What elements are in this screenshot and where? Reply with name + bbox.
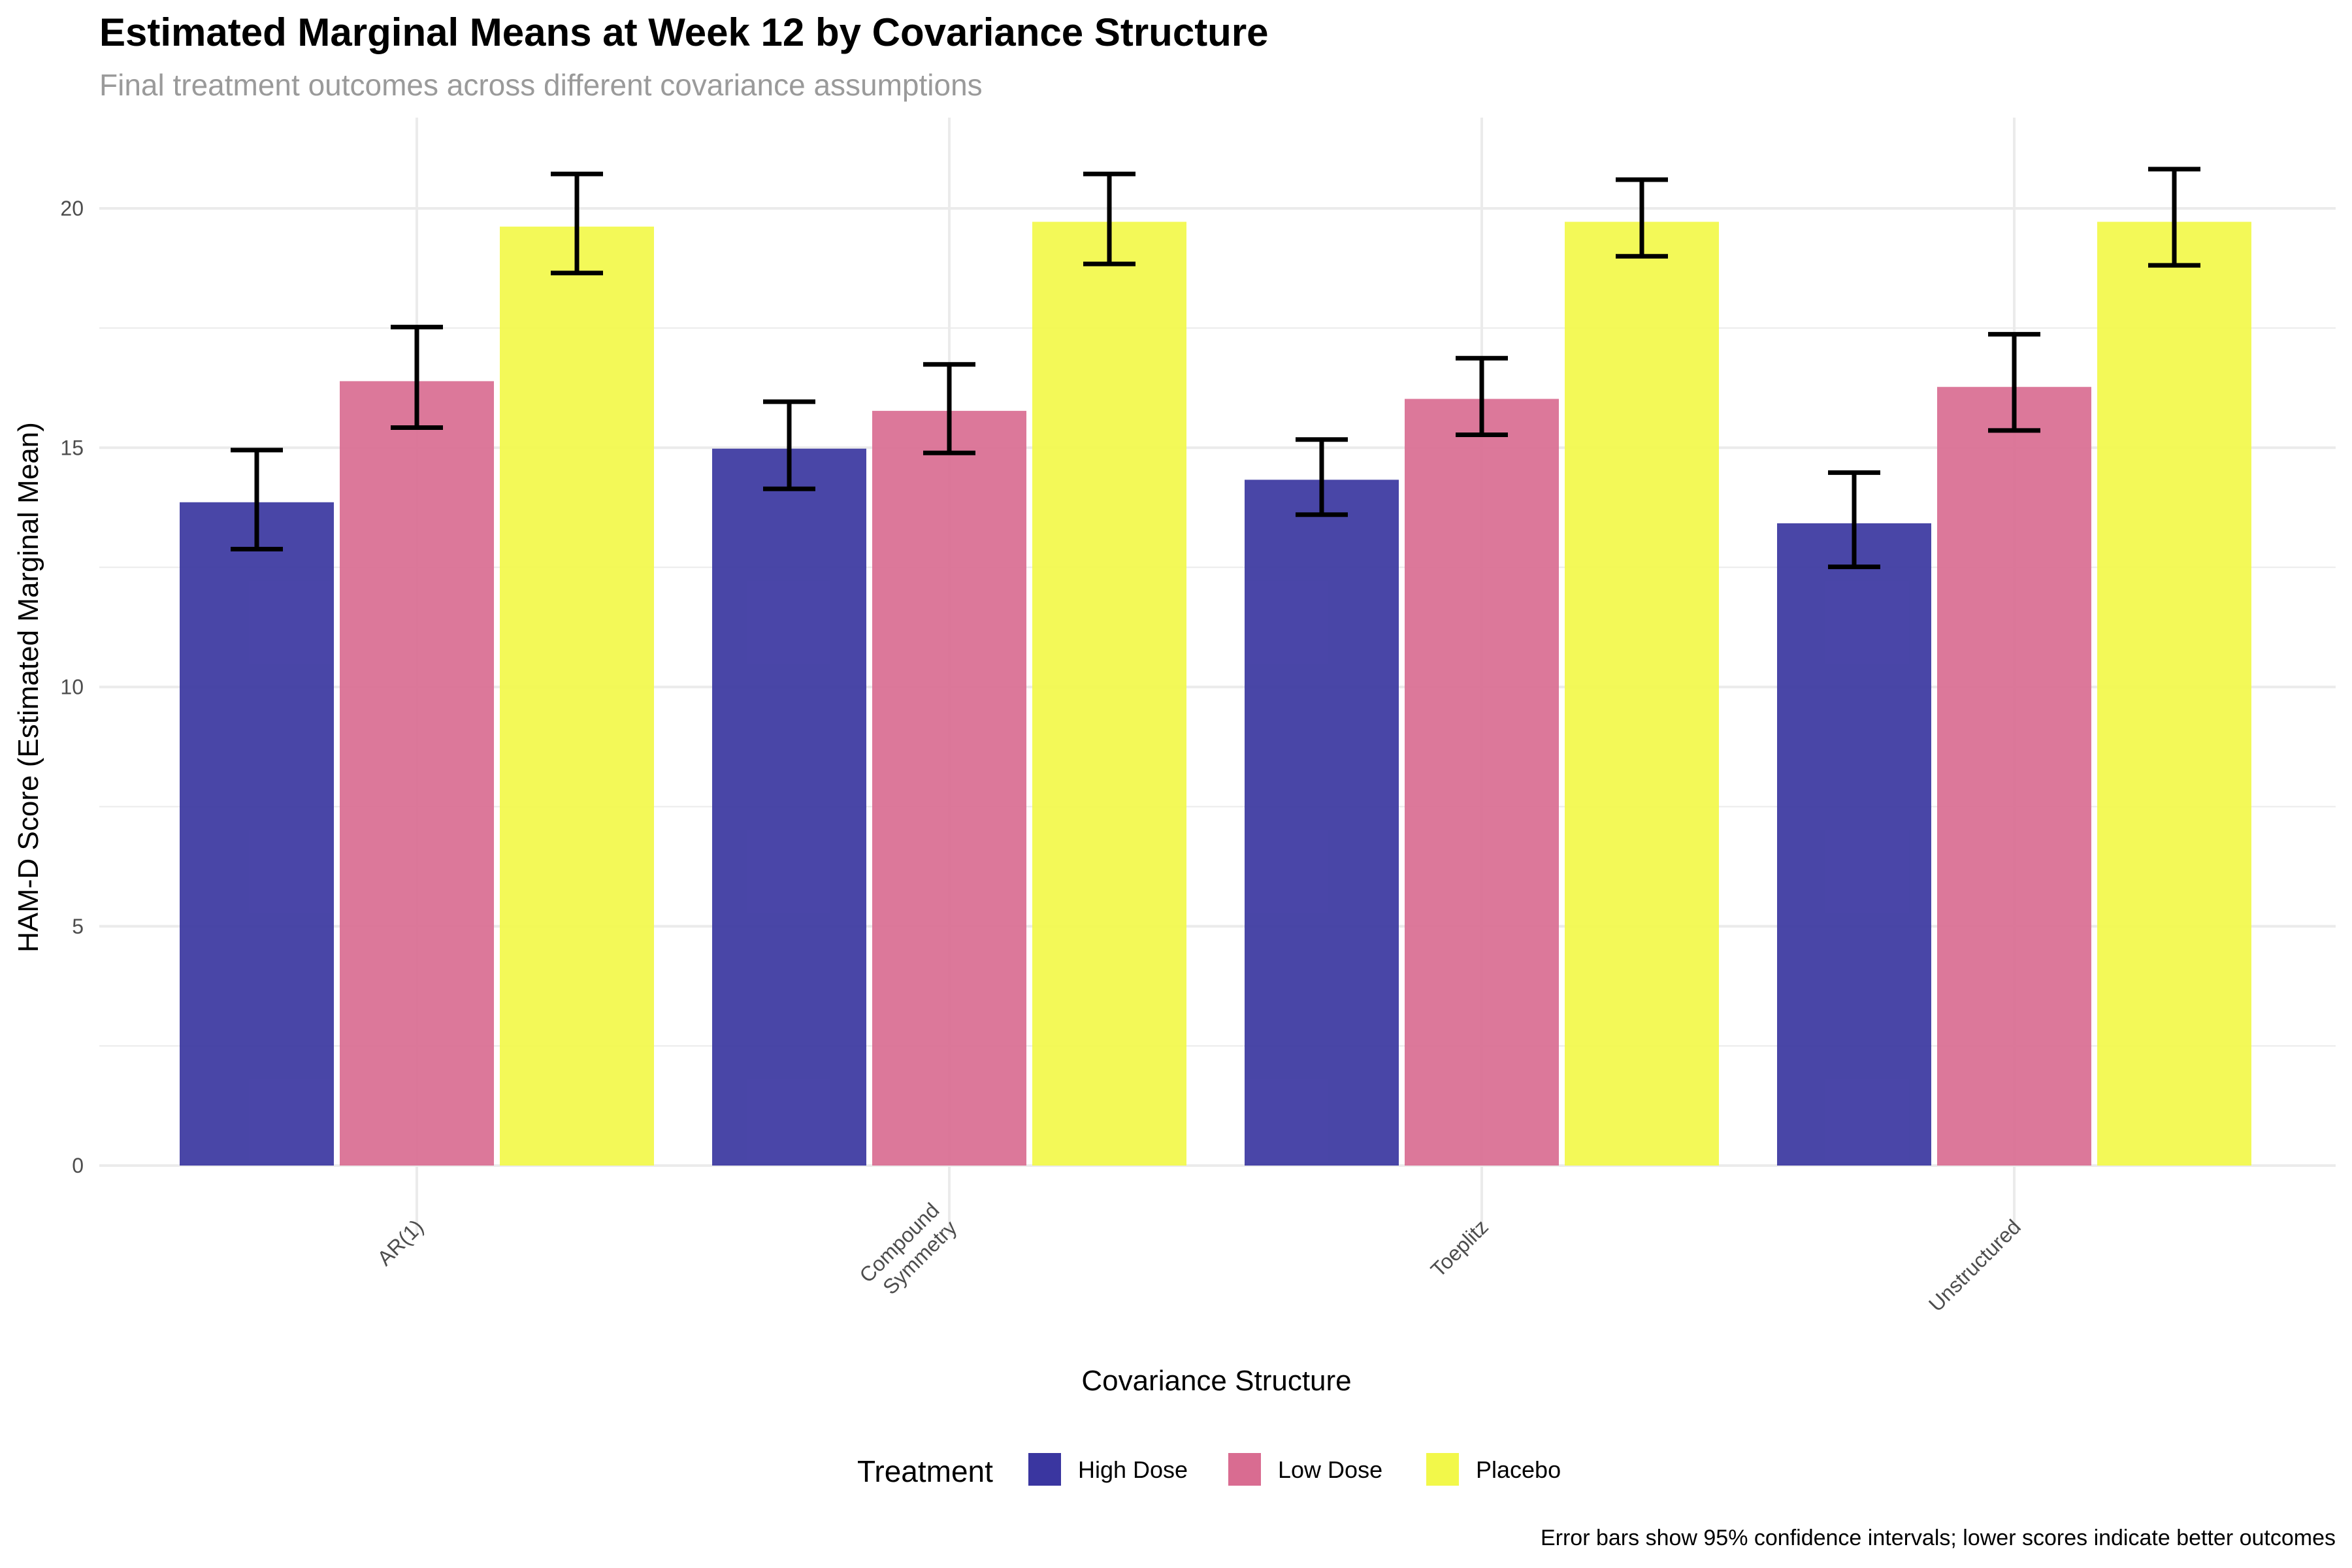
bars [180, 221, 2251, 1166]
error-bar [391, 325, 443, 430]
x-tick-label-line: Toeplitz [1426, 1215, 1493, 1281]
chart-title: Estimated Marginal Means at Week 12 by C… [99, 10, 1269, 54]
x-tick-label: CompoundSymmetry [855, 1198, 961, 1305]
bar-placebo [1565, 221, 1719, 1166]
x-tick-label: Toeplitz [1426, 1215, 1493, 1281]
error-bar [551, 171, 603, 276]
x-tick-labels: AR(1) CompoundSymmetry Toeplitz Unstructure… [372, 1198, 2025, 1316]
x-tick-label: AR(1) [372, 1215, 428, 1270]
bar-low-dose [872, 410, 1026, 1166]
error-bar [923, 362, 975, 455]
legend-title: Treatment [857, 1454, 993, 1488]
legend: Treatment High Dose Low Dose Placebo [857, 1453, 1561, 1488]
legend-label: Placebo [1476, 1456, 1561, 1483]
x-tick-label-line: AR(1) [372, 1215, 428, 1270]
legend-label: High Dose [1078, 1456, 1188, 1483]
bar-high-dose [1245, 480, 1399, 1166]
bar-low-dose [340, 381, 494, 1166]
error-bar [763, 399, 815, 491]
error-bar [1083, 171, 1135, 267]
x-axis-label: Covariance Structure [1081, 1365, 1351, 1397]
y-axis-label: HAM-D Score (Estimated Marginal Mean) [12, 422, 44, 953]
y-tick-label: 5 [72, 915, 84, 938]
x-tick-label: Unstructured [1924, 1215, 2025, 1316]
chart-subtitle: Final treatment outcomes across differen… [99, 68, 983, 102]
bar-placebo [2097, 221, 2251, 1166]
y-tick-label: 20 [60, 197, 84, 220]
error-bar [2148, 167, 2200, 268]
legend-swatch [1426, 1453, 1459, 1486]
y-tick-label: 0 [72, 1154, 84, 1177]
bar-low-dose [1405, 399, 1559, 1166]
error-bars [231, 167, 2200, 570]
x-tick-label-line: Unstructured [1924, 1215, 2025, 1316]
bar-high-dose [1777, 523, 1931, 1166]
error-bar [1296, 437, 1348, 517]
error-bar [1616, 177, 1668, 259]
legend-label: Low Dose [1278, 1456, 1382, 1483]
error-bar [1456, 355, 1508, 437]
legend-swatch [1228, 1453, 1261, 1486]
bar-low-dose [1937, 387, 2091, 1166]
caption: Error bars show 95% confidence intervals… [1541, 1526, 2336, 1550]
y-tick-label: 10 [60, 676, 84, 699]
y-tick-labels: 0 5 10 15 20 [60, 197, 84, 1177]
bar-high-dose [180, 502, 334, 1166]
error-bar [1828, 470, 1880, 570]
bar-placebo [1032, 221, 1186, 1166]
error-bar [231, 448, 283, 552]
legend-swatch [1028, 1453, 1061, 1486]
error-bar [1988, 332, 2040, 433]
bar-high-dose [712, 448, 866, 1166]
bar-placebo [500, 226, 654, 1166]
y-tick-label: 15 [60, 436, 84, 459]
